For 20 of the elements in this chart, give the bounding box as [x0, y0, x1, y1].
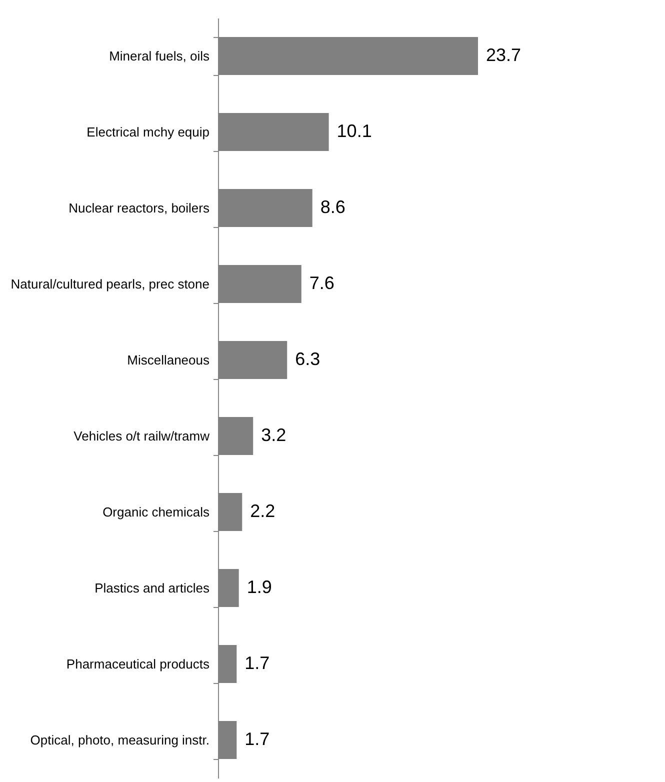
y-tick-label: Organic chemicals: [102, 504, 210, 520]
data-label: 1.7: [244, 729, 270, 749]
y-tick-label: Nuclear reactors, boilers: [68, 200, 210, 216]
y-tick-label: Miscellaneous: [127, 352, 210, 368]
y-tick-label: Electrical mchy equip: [86, 124, 210, 140]
y-tick-label: Vehicles o/t railw/tramw: [74, 428, 210, 444]
data-label: 1.7: [244, 653, 270, 673]
data-label: 3.2: [261, 425, 286, 445]
y-tick-label: Plastics and articles: [94, 580, 210, 596]
data-label: 2.2: [250, 501, 276, 521]
data-label: 10.1: [336, 121, 372, 141]
y-tick-label: Optical, photo, measuring instr.: [30, 732, 210, 748]
data-label: 23.7: [486, 45, 522, 65]
data-label: 6.3: [295, 349, 320, 369]
y-tick-label: Mineral fuels, oils: [109, 48, 210, 64]
y-tick-label: Pharmaceutical products: [66, 656, 210, 672]
data-label: 7.6: [309, 273, 334, 293]
data-label: 8.6: [320, 197, 346, 217]
y-tick-label: Natural/cultured pearls, prec stone: [10, 276, 210, 292]
data-label: 1.9: [246, 577, 272, 597]
